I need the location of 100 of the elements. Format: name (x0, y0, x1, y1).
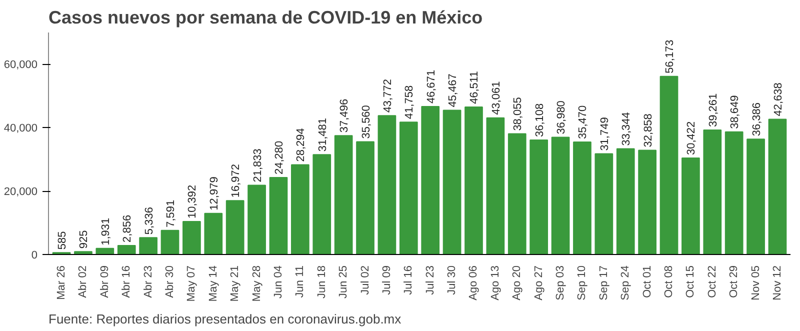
bar (334, 135, 353, 254)
bar (508, 133, 526, 254)
bar (616, 148, 635, 254)
data-label: 41,758 (404, 85, 416, 120)
x-tick-label: Jun 18 (316, 265, 328, 299)
bar (378, 115, 396, 254)
x-tick-label: Sep 24 (620, 265, 632, 300)
data-label: 24,280 (273, 140, 286, 174)
data-label: 36,386 (750, 102, 763, 136)
bar (530, 139, 548, 254)
bar (638, 150, 656, 254)
x-tick-label: Abr 30 (164, 265, 176, 298)
data-label: 36,980 (556, 100, 568, 134)
bar (442, 110, 462, 254)
bar (182, 221, 201, 254)
bar (573, 142, 592, 254)
x-tick-label: Jul 16 (402, 265, 415, 295)
data-label: 12,979 (208, 176, 220, 210)
bar (703, 129, 722, 254)
x-tick-label: Oct 01 (641, 266, 654, 298)
data-label: 39,261 (707, 93, 720, 127)
x-tick-label: May 21 (229, 265, 242, 302)
bar (248, 184, 266, 254)
y-tick-label: 20,000 (4, 186, 38, 198)
data-label: 38,055 (512, 97, 524, 131)
data-label: 5,336 (143, 207, 156, 235)
source-note: Fuente: Reportes diarios presentados en coronavirus.gob.mx (48, 312, 402, 326)
bar (226, 200, 244, 254)
data-label: 10,392 (186, 184, 199, 219)
bar (768, 118, 787, 254)
x-tick-label: Ago 13 (489, 265, 502, 300)
x-tick-label: Sep 17 (598, 265, 610, 300)
x-tick-label: Jul 23 (424, 265, 436, 295)
data-label: 35,470 (577, 105, 590, 140)
data-label: 21,833 (252, 148, 264, 182)
data-label: 33,344 (620, 112, 633, 146)
x-tick-label: Jun 25 (338, 265, 350, 299)
bar (160, 230, 180, 254)
data-label: 31,481 (316, 118, 329, 152)
x-tick-label: Jul 30 (446, 265, 458, 295)
bar (312, 154, 332, 254)
bar (746, 138, 765, 254)
data-label: 7,591 (164, 200, 177, 228)
x-tick-label: May 14 (207, 265, 220, 302)
bar (204, 212, 223, 254)
x-tick-label: Jun 11 (294, 265, 306, 298)
data-label: 32,858 (642, 114, 654, 148)
x-tick-label: Sep 03 (554, 265, 567, 300)
x-tick-label: May 28 (250, 265, 263, 302)
x-tick-label: Ago 27 (532, 265, 545, 300)
data-label: 31,749 (598, 117, 611, 151)
data-label: 36,108 (534, 103, 546, 137)
bar (421, 106, 440, 254)
data-label: 45,467 (447, 74, 460, 108)
data-label: 16,972 (230, 164, 242, 198)
x-tick-label: Oct 15 (684, 266, 697, 298)
bar (660, 76, 678, 254)
data-label: 1,931 (100, 218, 112, 246)
bar (486, 117, 505, 254)
x-tick-label: Abr 16 (120, 265, 133, 298)
x-tick-label: Mar 26 (56, 265, 68, 300)
y-tick-label: 60,000 (4, 59, 38, 72)
x-tick-label: Jun 04 (272, 265, 284, 299)
data-label: 46,511 (468, 71, 481, 104)
data-label: 37,496 (338, 98, 351, 133)
data-label: 925 (78, 230, 90, 249)
chart-title: Casos nuevos por semana de COVID-19 en México (48, 8, 483, 28)
data-label: 46,671 (425, 70, 438, 104)
x-tick-label: Jul 09 (380, 265, 393, 295)
bar (117, 244, 136, 254)
bar (269, 177, 288, 254)
x-tick-label: Oct 29 (728, 266, 740, 298)
x-tick-label: Jul 02 (359, 265, 372, 295)
data-label: 56,173 (664, 40, 676, 74)
x-tick-label: Nov 05 (750, 265, 762, 300)
bar (724, 131, 744, 254)
x-tick-label: Ago 20 (511, 265, 524, 300)
bar (290, 164, 310, 254)
x-tick-label: Abr 23 (142, 265, 154, 298)
data-label: 30,422 (686, 121, 698, 156)
bar (399, 122, 418, 254)
x-tick-label: Abr 09 (98, 265, 111, 298)
bar (464, 106, 483, 254)
bar (594, 153, 614, 254)
bar (682, 158, 700, 254)
x-tick-label: Abr 02 (77, 265, 90, 298)
x-tick-label: Oct 22 (706, 266, 718, 298)
y-tick-label: 0 (31, 250, 38, 262)
bar (139, 237, 158, 254)
data-label: 35,560 (360, 105, 372, 139)
data-label: 43,061 (490, 81, 502, 115)
data-label: 42,638 (772, 82, 784, 116)
data-label: 38,649 (729, 95, 742, 129)
x-tick-label: Nov 12 (771, 265, 784, 300)
x-tick-label: Sep 10 (576, 265, 588, 300)
y-tick-label: 40,000 (4, 122, 38, 135)
bar (96, 248, 114, 254)
data-label: 28,294 (295, 128, 308, 162)
data-label: 43,772 (382, 79, 394, 113)
x-tick-label: Ago 06 (468, 265, 480, 300)
